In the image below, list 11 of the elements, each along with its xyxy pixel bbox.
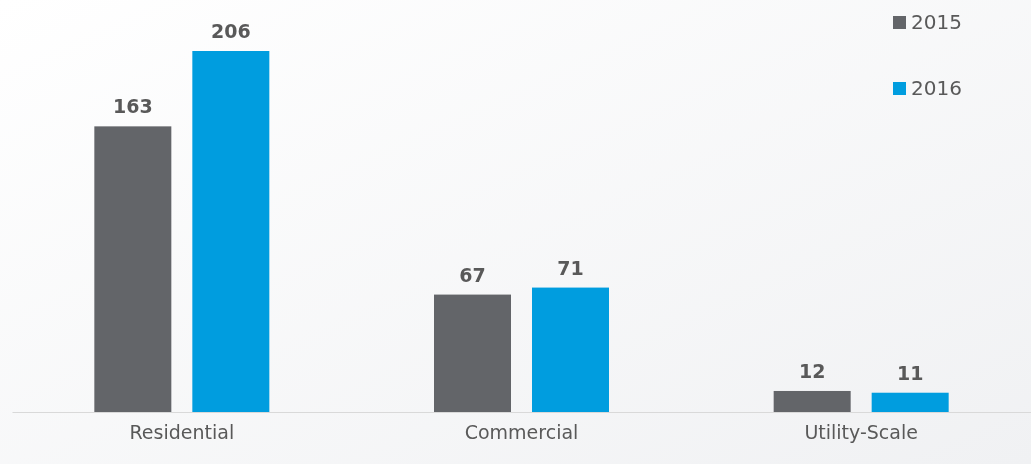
- x-tick-label: Utility-Scale: [804, 421, 918, 444]
- legend-label: 2015: [911, 10, 962, 34]
- data-label: 11: [896, 361, 924, 384]
- data-label: 71: [557, 256, 584, 279]
- data-label: 12: [798, 359, 826, 382]
- x-tick-label: Commercial: [464, 421, 579, 444]
- x-tick-label: Residential: [129, 421, 235, 444]
- legend-label: 2016: [911, 76, 962, 100]
- data-label: 163: [113, 95, 153, 118]
- data-label: 67: [459, 263, 486, 286]
- data-label: 206: [211, 20, 251, 42]
